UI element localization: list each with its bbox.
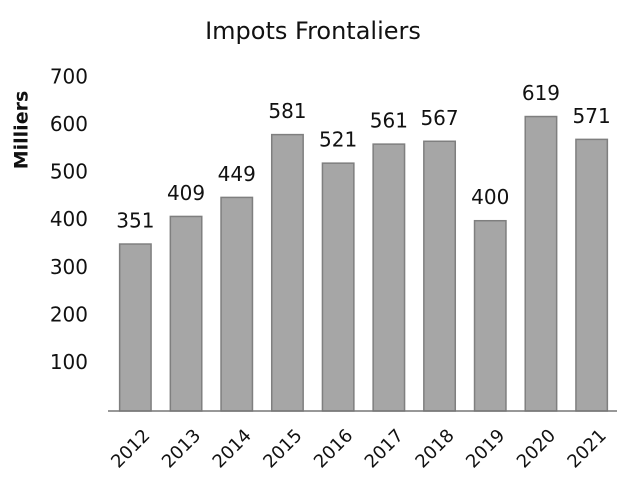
x-tick-label: 2016	[310, 425, 357, 472]
y-tick-label: 600	[50, 112, 88, 136]
bar	[473, 219, 507, 412]
value-label: 400	[471, 185, 509, 209]
x-tick-label: 2018	[411, 425, 458, 472]
x-tick-label: 2017	[361, 425, 408, 472]
x-tick-label: 2014	[209, 425, 256, 472]
x-tick-label: 2015	[259, 425, 306, 472]
y-tick-label: 400	[50, 207, 88, 231]
bar	[270, 133, 304, 412]
bar	[372, 143, 406, 412]
value-label: 351	[116, 209, 154, 233]
value-label: 409	[167, 181, 205, 205]
value-label: 571	[573, 104, 611, 128]
x-tick-label: 2021	[563, 425, 610, 472]
x-tick-label: 2020	[513, 425, 560, 472]
bar	[575, 138, 609, 412]
value-label: 619	[522, 81, 560, 105]
bar	[423, 140, 457, 412]
value-label: 521	[319, 128, 357, 152]
value-label: 567	[420, 106, 458, 130]
value-label: 449	[218, 162, 256, 186]
bar	[220, 196, 254, 412]
chart-title: Impots Frontaliers	[205, 17, 421, 45]
x-tick-label: 2019	[462, 425, 509, 472]
y-tick-label: 300	[50, 255, 88, 279]
bar	[524, 115, 558, 412]
y-tick-label: 200	[50, 302, 88, 326]
y-tick-label: 500	[50, 160, 88, 184]
value-label: 561	[370, 109, 408, 133]
bar	[118, 243, 152, 412]
bar	[169, 215, 203, 412]
x-tick-label: 2012	[107, 425, 154, 472]
y-tick-label: 700	[50, 65, 88, 89]
value-label: 581	[268, 99, 306, 123]
bar	[321, 162, 355, 412]
y-axis-label: Milliers	[11, 91, 33, 170]
x-tick-label: 2013	[158, 425, 205, 472]
y-tick-label: 100	[50, 350, 88, 374]
